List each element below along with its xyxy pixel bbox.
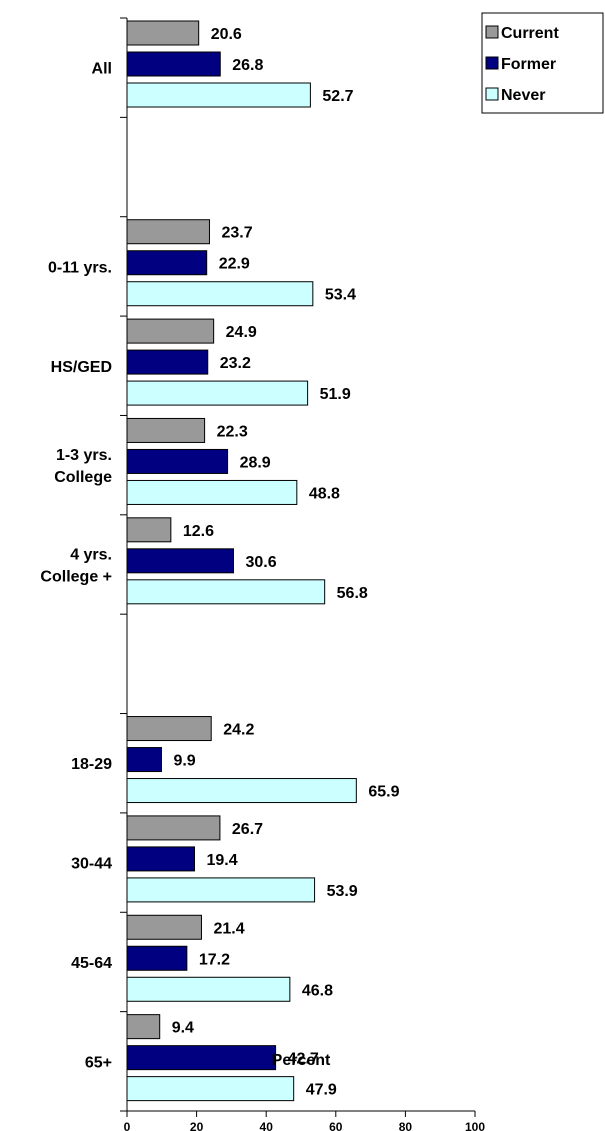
value-label-current-45-64: 21.4 bbox=[213, 920, 244, 937]
value-label-current-all: 20.6 bbox=[211, 26, 242, 43]
bar-former-30-44 bbox=[126, 846, 196, 872]
value-label-former-all: 26.8 bbox=[232, 57, 263, 74]
legend-box bbox=[481, 12, 604, 114]
legend-swatch-never bbox=[485, 87, 499, 101]
category-label-1-3-yrs-college: 1-3 yrs. College bbox=[54, 447, 112, 486]
value-label-current-hs-ged: 24.9 bbox=[226, 324, 257, 341]
bar-current-hs-ged bbox=[126, 318, 215, 344]
legend-swatch-former bbox=[485, 56, 499, 70]
bar-former-0-11-yrs bbox=[126, 250, 208, 276]
category-label-45-64: 45-64 bbox=[71, 955, 112, 972]
bar-never-30-44 bbox=[126, 877, 316, 903]
bar-never-hs-ged bbox=[126, 380, 309, 406]
legend-label-former: Former bbox=[501, 56, 556, 73]
bar-former-65 bbox=[126, 1045, 277, 1071]
legend: Current Former Never bbox=[481, 12, 604, 114]
x-tick-label-40: 40 bbox=[260, 1120, 274, 1131]
bar-former-1-3-yrs-college bbox=[126, 448, 229, 474]
value-label-former-45-64: 17.2 bbox=[199, 951, 230, 968]
value-label-current-1-3-yrs-college: 22.3 bbox=[217, 423, 248, 440]
bar-current-30-44 bbox=[126, 815, 221, 841]
value-label-current-65: 9.4 bbox=[172, 1020, 194, 1037]
bar-former-18-29 bbox=[126, 747, 162, 773]
value-label-former-hs-ged: 23.2 bbox=[220, 355, 251, 372]
bar-never-4-yrs-college bbox=[126, 579, 326, 605]
bar-never-45-64 bbox=[126, 976, 291, 1002]
value-label-current-0-11-yrs: 23.7 bbox=[221, 225, 252, 242]
value-label-former-18-29: 9.9 bbox=[173, 753, 195, 770]
value-label-former-1-3-yrs-college: 28.9 bbox=[240, 454, 271, 471]
bar-never-0-11-yrs bbox=[126, 281, 314, 307]
legend-swatch-current bbox=[485, 25, 499, 39]
bar-never-65 bbox=[126, 1076, 295, 1102]
bar-current-45-64 bbox=[126, 914, 202, 940]
value-label-never-65: 47.9 bbox=[306, 1082, 337, 1099]
plot-area: 20.6 23.7 24.9 22.3 12.6 24.2 26.7 21.4 9.4 26.8 2… bbox=[40, 17, 485, 1131]
x-tick-label-80: 80 bbox=[399, 1120, 413, 1131]
value-label-never-30-44: 53.9 bbox=[327, 883, 358, 900]
value-label-never-0-11-yrs: 53.4 bbox=[325, 287, 356, 304]
bar-current-65 bbox=[126, 1014, 161, 1040]
value-label-never-all: 52.7 bbox=[322, 88, 353, 105]
bar-current-4-yrs-college bbox=[126, 517, 172, 543]
value-label-never-4-yrs-college: 56.8 bbox=[337, 585, 368, 602]
bar-former-hs-ged bbox=[126, 349, 209, 375]
value-label-never-hs-ged: 51.9 bbox=[320, 386, 351, 403]
value-label-former-0-11-yrs: 22.9 bbox=[219, 256, 250, 273]
category-label-65: 65+ bbox=[85, 1054, 112, 1071]
value-label-never-45-64: 46.8 bbox=[302, 982, 333, 999]
bar-former-all bbox=[126, 51, 221, 77]
category-label-all: All bbox=[92, 61, 112, 78]
category-label-18-29: 18-29 bbox=[71, 756, 112, 773]
value-label-current-18-29: 24.2 bbox=[223, 722, 254, 739]
x-axis-title: Percent bbox=[272, 1052, 331, 1069]
bar-current-0-11-yrs bbox=[126, 219, 210, 245]
x-tick-label-0: 0 bbox=[124, 1120, 131, 1131]
legend-label-never: Never bbox=[501, 87, 545, 104]
category-label-30-44: 30-44 bbox=[71, 856, 112, 873]
value-label-current-30-44: 26.7 bbox=[232, 821, 263, 838]
legend-label-current: Current bbox=[501, 25, 559, 42]
value-label-never-18-29: 65.9 bbox=[368, 784, 399, 801]
bar-never-1-3-yrs-college bbox=[126, 479, 298, 505]
bar-never-all bbox=[126, 82, 311, 108]
category-label-0-11-yrs: 0-11 yrs. bbox=[48, 259, 112, 276]
x-tick-label-20: 20 bbox=[190, 1120, 204, 1131]
value-label-former-30-44: 19.4 bbox=[207, 852, 238, 869]
bar-never-18-29 bbox=[126, 778, 357, 804]
category-label-hs-ged: HS/GED bbox=[51, 359, 112, 376]
category-label-4-yrs-college: 4 yrs. College + bbox=[40, 547, 112, 586]
value-label-former-65: 42.7 bbox=[288, 1051, 319, 1068]
bar-former-45-64 bbox=[126, 945, 188, 971]
value-label-current-4-yrs-college: 12.6 bbox=[183, 523, 214, 540]
x-tick-label-100: 100 bbox=[465, 1120, 485, 1131]
bar-current-all bbox=[126, 20, 200, 46]
bar-current-1-3-yrs-college bbox=[126, 417, 206, 443]
value-label-never-1-3-yrs-college: 48.8 bbox=[309, 485, 340, 502]
bar-current-18-29 bbox=[126, 716, 212, 742]
x-tick-label-60: 60 bbox=[329, 1120, 343, 1131]
bar-former-4-yrs-college bbox=[126, 548, 234, 574]
value-label-former-4-yrs-college: 30.6 bbox=[245, 554, 276, 571]
